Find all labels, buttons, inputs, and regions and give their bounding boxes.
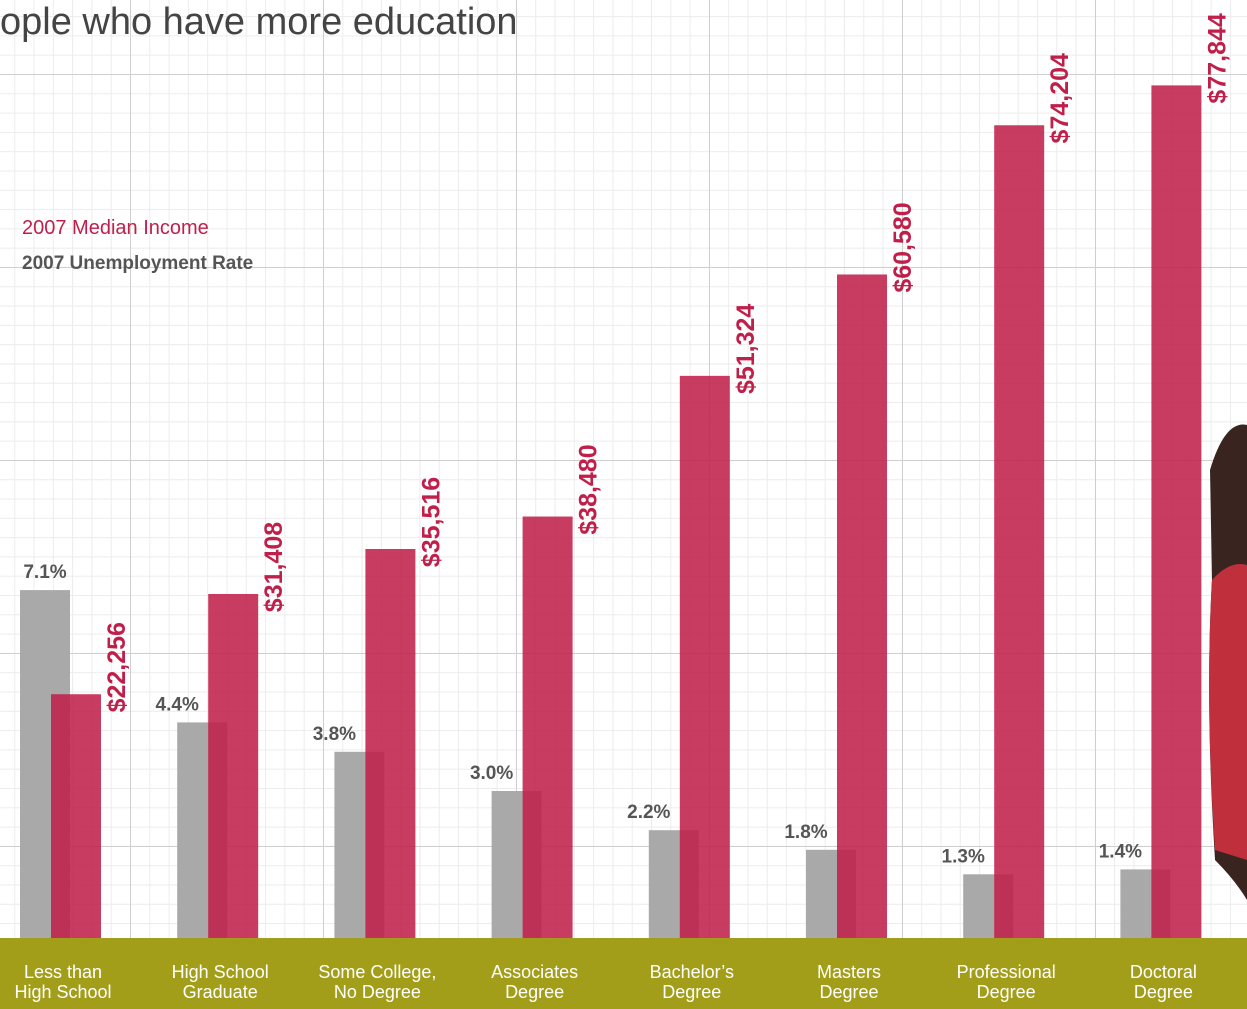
data-label: $77,844 (1203, 13, 1231, 103)
x-tick-label: High School Graduate (171, 962, 269, 1002)
x-tick-label: Masters Degree (816, 962, 881, 1002)
data-label: $51,324 (732, 304, 760, 394)
data-label: $31,408 (260, 522, 288, 612)
x-tick-label: Doctoral Degree (1129, 962, 1197, 1002)
x-tick-label: Less than High School (14, 962, 112, 1002)
data-label: 1.3% (942, 846, 985, 867)
data-label: 3.0% (470, 763, 513, 784)
data-label: 1.4% (1099, 841, 1142, 862)
bar (679, 375, 730, 938)
data-label: $60,580 (889, 202, 917, 292)
x-tick-label: Bachelor’s Degree (649, 962, 734, 1002)
data-label: $22,256 (103, 622, 131, 712)
bar (837, 274, 887, 938)
data-label: 7.1% (23, 562, 66, 583)
bar (1151, 85, 1202, 938)
bar (365, 548, 416, 938)
data-label: $35,516 (417, 477, 445, 567)
data-label: 3.8% (313, 724, 356, 745)
bar (51, 694, 101, 938)
data-label: $38,480 (575, 444, 603, 534)
bar (994, 125, 1045, 939)
legend-label: 2007 Median Income (22, 217, 209, 239)
data-label: $74,204 (1046, 53, 1074, 143)
chart-title: ople who have more education (0, 1, 518, 43)
person-shirt (1209, 564, 1247, 860)
legend-label: 2007 Unemployment Rate (22, 253, 253, 274)
data-label: 1.8% (784, 822, 827, 843)
x-tick-label: Associates Degree (491, 962, 579, 1002)
data-label: 4.4% (156, 694, 199, 715)
x-tick-label: Some College, No Degree (318, 962, 437, 1002)
category-band (0, 938, 1247, 1009)
x-tick-label: Professional Degree (956, 962, 1056, 1002)
bar (522, 516, 573, 938)
bar (208, 593, 259, 938)
data-label: 2.2% (627, 802, 670, 823)
